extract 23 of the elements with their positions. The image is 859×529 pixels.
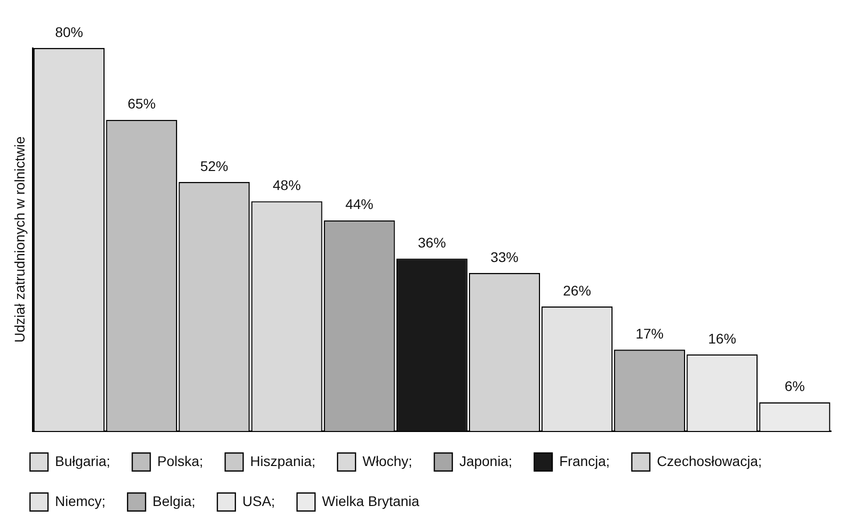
y-axis-title: Udział zatrudnionych w rolnictwie: [11, 136, 28, 343]
data-label: 6%: [784, 378, 805, 394]
data-label: 36%: [418, 234, 446, 251]
data-label: 52%: [200, 158, 228, 174]
legend-label: Francja;: [559, 452, 610, 469]
legend-label: Wielka Brytania: [322, 492, 420, 509]
legend-label: Belgia;: [152, 492, 196, 509]
legend-label: Bułgaria;: [55, 452, 110, 469]
legend-label: Niemcy;: [55, 492, 106, 509]
data-label: 16%: [708, 330, 736, 346]
legend-label: Włochy;: [362, 452, 412, 469]
data-label: 33%: [490, 248, 518, 265]
legend-label: Japonia;: [459, 452, 512, 469]
legend-label: USA;: [242, 492, 276, 509]
legend-label: Polska;: [157, 452, 204, 469]
data-label: 26%: [563, 282, 592, 298]
legend-label: Czechosłowacja;: [656, 452, 762, 469]
legend-label: Hiszpania;: [250, 452, 316, 469]
data-label: 65%: [128, 96, 156, 112]
data-label: 44%: [345, 196, 374, 212]
data-label: 17%: [636, 325, 664, 342]
data-label: 80%: [55, 24, 84, 40]
data-label: 48%: [272, 177, 301, 194]
